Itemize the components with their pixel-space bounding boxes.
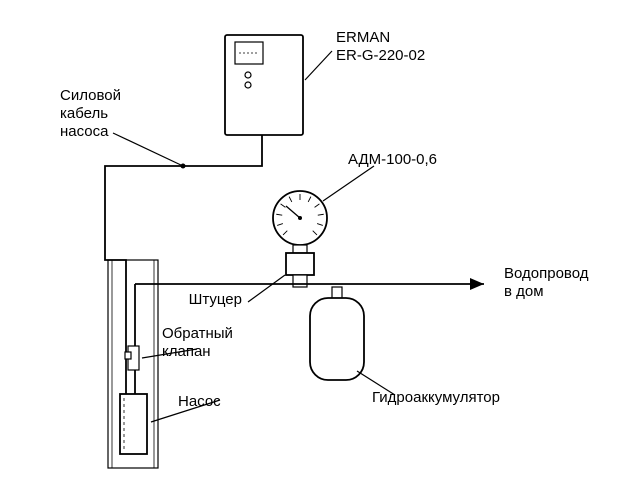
check-valve-label-l1: Обратный — [162, 325, 233, 342]
cable-junction-dot — [181, 164, 186, 169]
leader-controller — [305, 51, 332, 80]
leader-gauge — [323, 166, 374, 201]
leader-cable — [113, 133, 183, 166]
to-house-label-l1: Водопровод — [504, 265, 589, 282]
accumulator-label: Гидроаккумулятор — [372, 389, 500, 406]
hydro-accumulator — [310, 287, 364, 380]
power-cable-label-l3: насоса — [60, 123, 109, 140]
power-cable-label-l2: кабель — [60, 105, 108, 122]
arrow-to-house-icon — [470, 278, 484, 290]
leader-fitting — [248, 275, 285, 302]
gauge-label: АДМ-100-0,6 — [348, 151, 437, 168]
controller-label-l1: ERMAN — [336, 29, 390, 46]
fitting-label: Штуцер — [189, 291, 242, 308]
well — [108, 260, 158, 468]
to-house-label-l2: в дом — [504, 283, 544, 300]
pressure-gauge — [273, 191, 327, 287]
controller — [225, 35, 303, 135]
check-valve-label-l2: клапан — [162, 343, 211, 360]
fitting-block — [286, 253, 314, 275]
controller-label-l2: ER-G-220-02 — [336, 47, 425, 64]
power-cable-label-l1: Силовой — [60, 87, 121, 104]
pump-label: Насос — [178, 393, 221, 410]
